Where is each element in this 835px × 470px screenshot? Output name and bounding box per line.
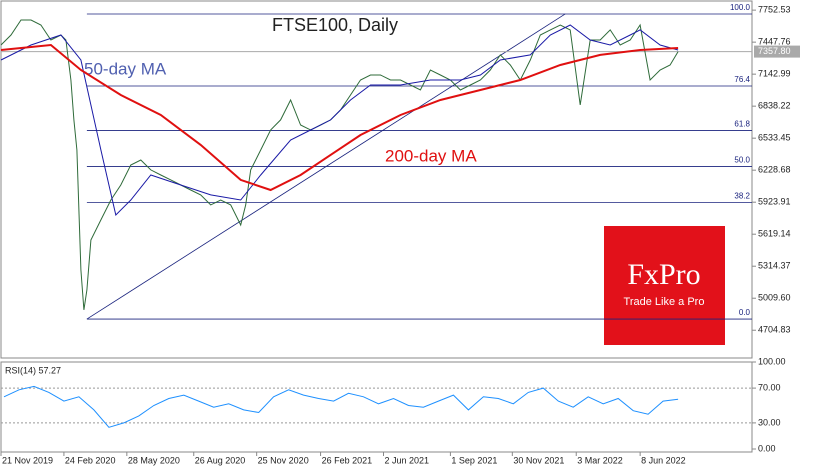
y-tick-label: 6838.22 xyxy=(758,101,791,111)
series-annotation: 50-day MA xyxy=(84,59,167,78)
x-tick-label: 2 Jun 2021 xyxy=(384,455,429,465)
series-annotation: 200-day MA xyxy=(385,146,477,165)
x-tick-label: 30 Nov 2021 xyxy=(513,455,564,465)
x-tick-label: 28 May 2020 xyxy=(128,455,180,465)
y-tick-label: 30.00 xyxy=(758,417,781,427)
x-tick-label: 8 Jun 2022 xyxy=(641,455,686,465)
fib-label: 76.4 xyxy=(734,75,750,84)
fib-label: 0.0 xyxy=(739,308,751,317)
series-line xyxy=(0,24,679,216)
y-tick-label: 0.00 xyxy=(758,443,776,453)
y-tick-label: 7752.53 xyxy=(758,5,791,15)
rsi-frame xyxy=(0,361,753,453)
fib-label: 100.0 xyxy=(730,3,751,12)
y-tick-label: 100.00 xyxy=(758,356,786,366)
y-tick-label: 7447.76 xyxy=(758,37,791,47)
x-tick-label: 21 Nov 2019 xyxy=(2,455,53,465)
last-price-box xyxy=(754,45,800,58)
series-line xyxy=(0,43,679,192)
x-tick-label: 26 Aug 2020 xyxy=(195,455,246,465)
x-tick-label: 1 Sep 2021 xyxy=(451,455,497,465)
y-tick-label: 6228.68 xyxy=(758,165,791,175)
y-tick-label: 6533.45 xyxy=(758,133,791,143)
rsi-title: RSI(14) 57.27 xyxy=(5,365,61,375)
y-tick-label: 5314.37 xyxy=(758,261,791,271)
fib-label: 38.2 xyxy=(734,192,750,201)
y-tick-label: 4704.83 xyxy=(758,325,791,335)
trendline xyxy=(86,13,566,320)
y-tick-label: 70.00 xyxy=(758,382,781,392)
x-tick-label: 24 Feb 2020 xyxy=(65,455,116,465)
series-line xyxy=(3,385,679,428)
y-tick-label: 5619.14 xyxy=(758,229,791,239)
y-tick-label: 7142.99 xyxy=(758,69,791,79)
logo-brand: FxPro xyxy=(627,258,700,291)
logo-box xyxy=(604,226,725,345)
x-tick-label: 25 Nov 2020 xyxy=(258,455,309,465)
x-tick-label: 26 Feb 2021 xyxy=(322,455,373,465)
last-price-label: 7357.80 xyxy=(758,46,791,56)
chart-title: FTSE100, Daily xyxy=(272,15,398,35)
series-line xyxy=(0,19,679,310)
main-frame xyxy=(0,0,753,359)
fib-label: 61.8 xyxy=(734,120,750,129)
fib-label: 50.0 xyxy=(734,156,750,165)
y-tick-label: 5009.60 xyxy=(758,293,791,303)
logo-tagline: Trade Like a Pro xyxy=(624,296,705,308)
x-tick-label: 3 Mar 2022 xyxy=(577,455,623,465)
y-tick-label: 5923.91 xyxy=(758,197,791,207)
